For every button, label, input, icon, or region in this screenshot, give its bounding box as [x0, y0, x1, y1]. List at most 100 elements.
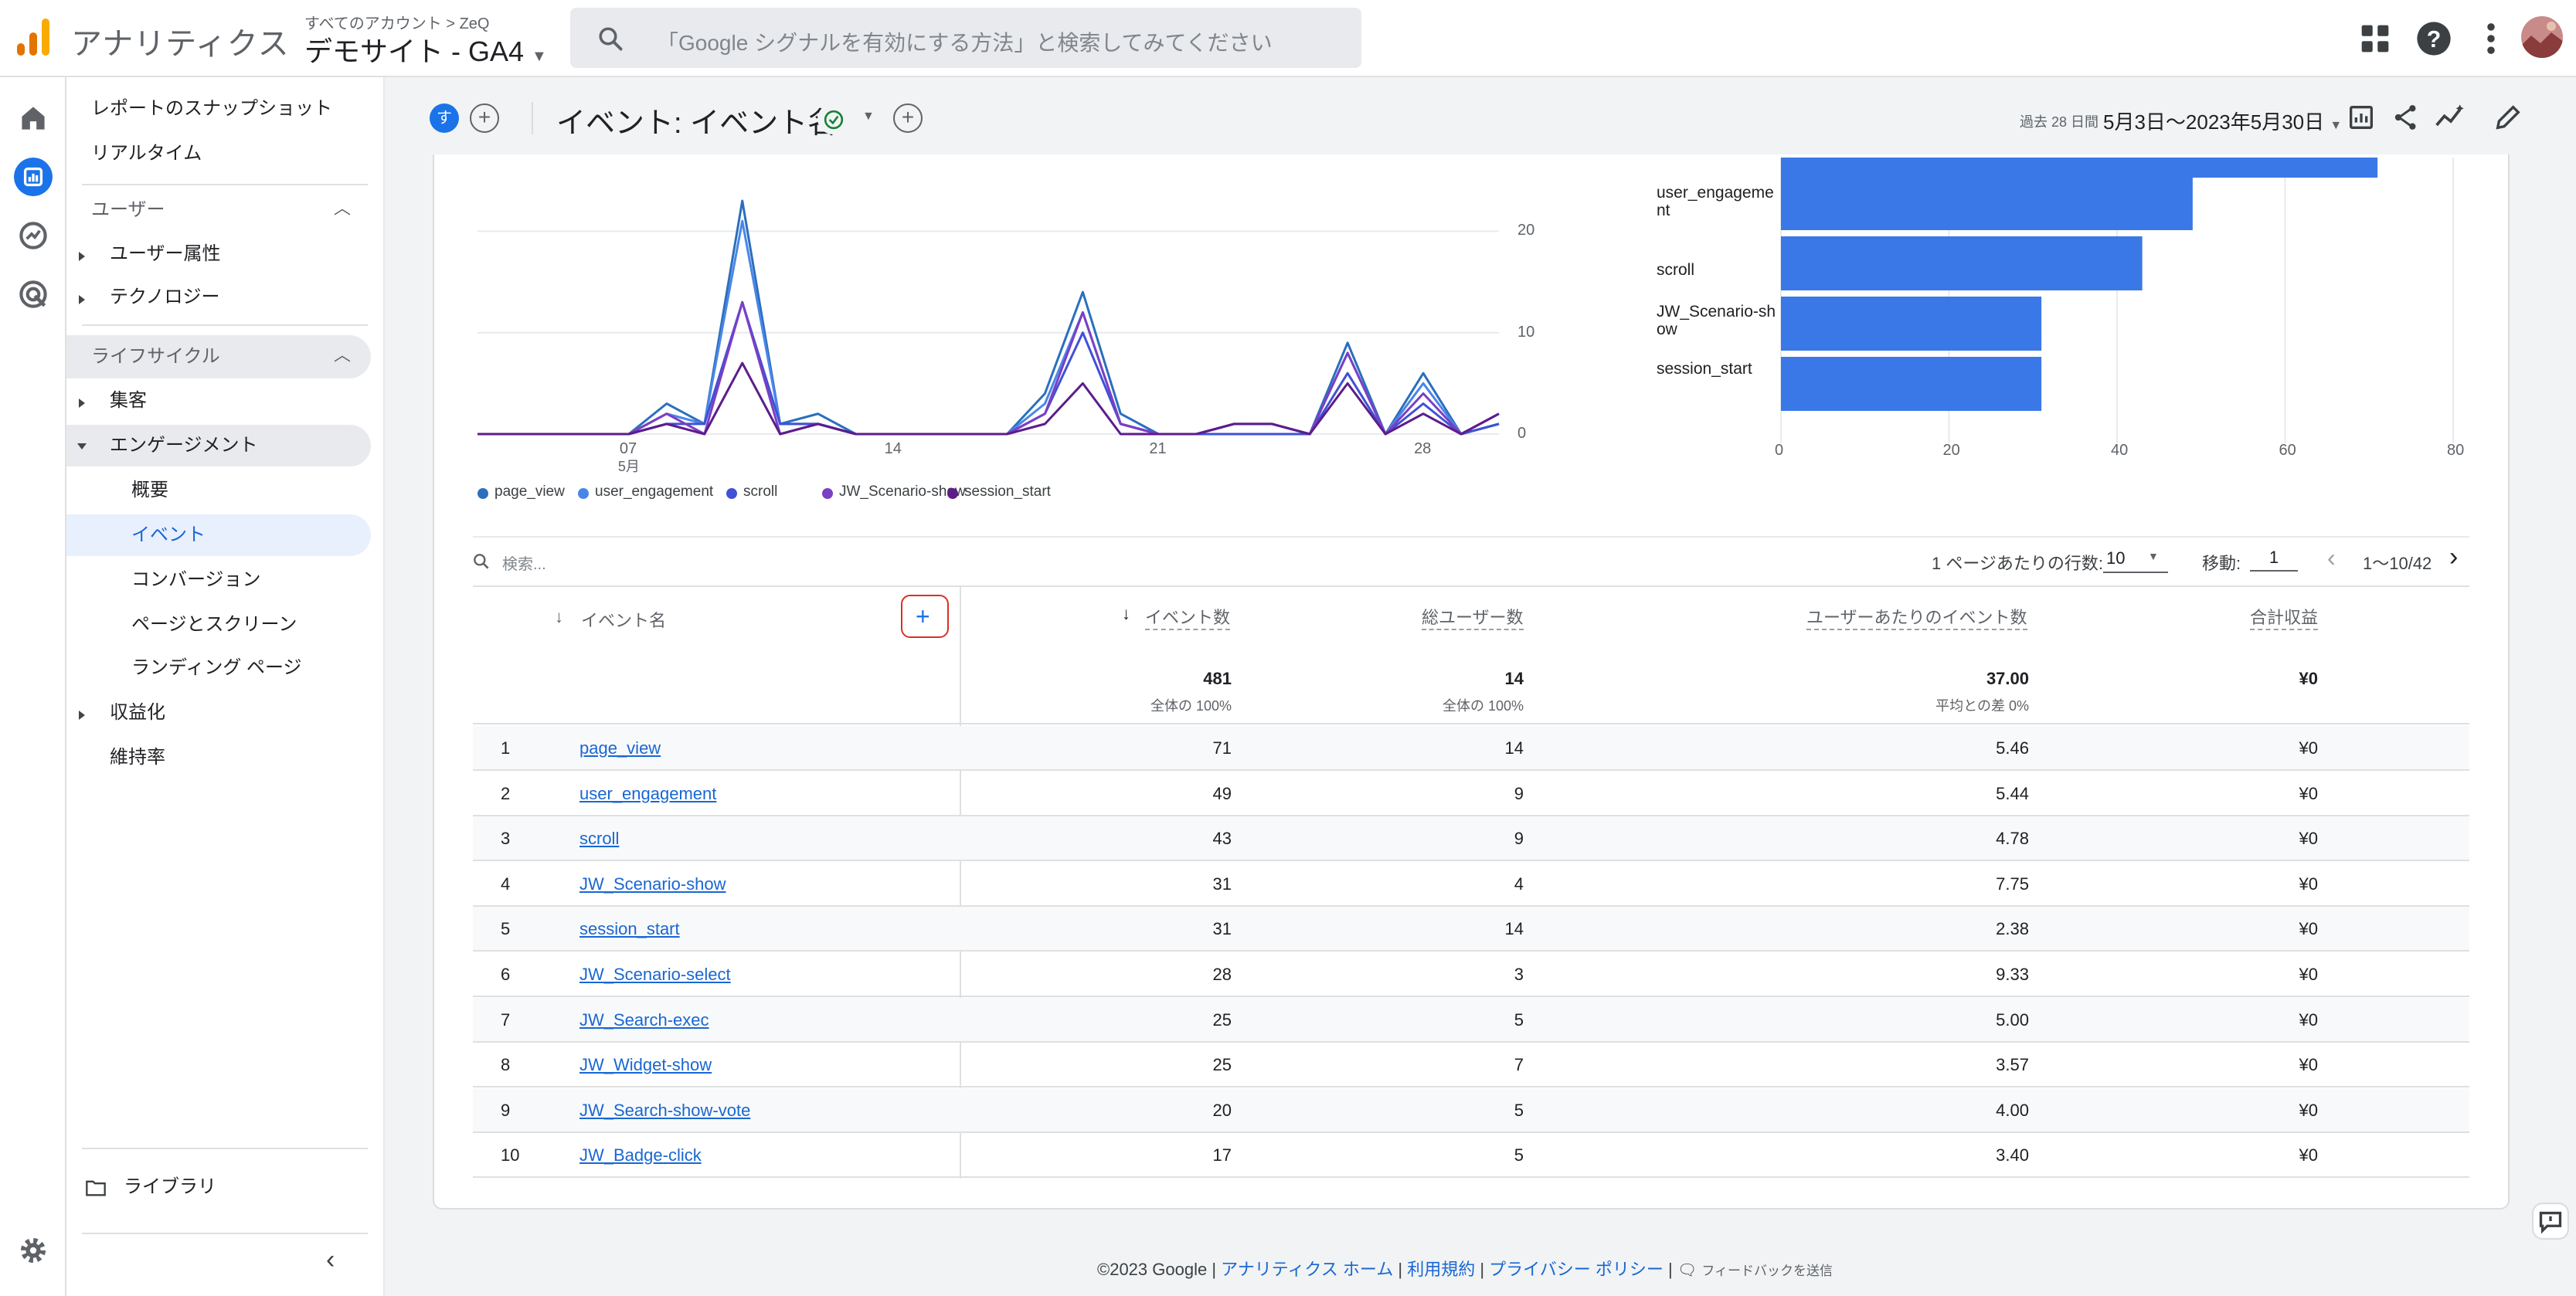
event-name-link[interactable]: JW_Scenario-select [579, 965, 731, 984]
event-name-link[interactable]: scroll [579, 829, 620, 849]
nav-section-user[interactable]: ユーザー ︿ [66, 188, 371, 232]
legend-item[interactable]: JW_Scenario-show [839, 483, 966, 500]
nav-monetization[interactable]: 収益化 [66, 692, 371, 734]
nav-user-attributes[interactable]: ユーザー属性 [66, 233, 371, 275]
add-comparison-button[interactable]: + [470, 103, 499, 133]
analytics-logo-icon[interactable] [15, 17, 51, 57]
date-range-picker[interactable]: 5月3日〜2023年5月30日 ▼ [2103, 107, 2342, 135]
nav-overview[interactable]: 概要 [66, 470, 371, 511]
more-vert-icon[interactable] [2471, 19, 2511, 59]
line-chart[interactable] [464, 158, 1623, 482]
account-breadcrumb[interactable]: すべてのアカウント > ZeQ [304, 15, 490, 32]
nav-realtime[interactable]: リアルタイム [66, 133, 371, 175]
nav-events[interactable]: イベント [66, 514, 371, 556]
home-icon[interactable] [14, 99, 53, 137]
nav-section-lifecycle[interactable]: ライフサイクル ︿ [66, 335, 371, 378]
bar-session_start[interactable] [1781, 357, 2042, 411]
col-header-events-per-user[interactable]: ユーザーあたりのイベント数 [1806, 604, 2027, 630]
legend-item[interactable]: user_engagement [595, 483, 714, 500]
advertising-icon[interactable] [14, 275, 53, 314]
table-row[interactable]: 3 scroll 43 9 4.78 ¥0 [473, 816, 2469, 862]
event-name-link[interactable]: JW_Scenario-show [579, 874, 726, 894]
explore-icon[interactable] [14, 216, 53, 255]
bar-category-label: scroll [1657, 261, 1694, 279]
report-status-menu[interactable]: ▼ [817, 103, 885, 134]
col-header-event-name[interactable]: イベント名 [581, 611, 667, 630]
insights-icon[interactable] [2434, 102, 2468, 133]
apps-grid-icon[interactable] [2355, 19, 2395, 59]
event-name-link[interactable]: JW_Search-show-vote [579, 1100, 751, 1120]
line-series-session_start[interactable] [477, 361, 1500, 436]
nav-retention[interactable]: 維持率 [66, 737, 371, 779]
app-name[interactable]: アナリティクス [71, 27, 290, 61]
nav-conversions[interactable]: コンバージョン [66, 559, 371, 601]
table-row[interactable]: 6 JW_Scenario-select 28 3 9.33 ¥0 [473, 952, 2469, 997]
row-index: 1 [501, 738, 511, 758]
comparison-avatar[interactable]: す [430, 103, 459, 133]
table-row[interactable]: 9 JW_Search-show-vote 20 5 4.00 ¥0 [473, 1087, 2469, 1133]
divider [82, 324, 368, 326]
add-dimension-button[interactable]: + [901, 595, 949, 638]
search-bar[interactable]: 「Google シグナルを有効にする方法」と検索してみてください [570, 8, 1361, 68]
settings-gear-icon[interactable] [14, 1231, 53, 1270]
reports-icon[interactable] [14, 158, 53, 196]
event-name-link[interactable]: user_engagement [579, 783, 717, 803]
table-row[interactable]: 4 JW_Scenario-show 31 4 7.75 ¥0 [473, 862, 2469, 907]
legend-item[interactable]: page_view [494, 483, 565, 500]
event-name-link[interactable]: JW_Search-exec [579, 1009, 709, 1030]
table-search-input[interactable]: 検索... [502, 556, 546, 573]
bar-JW_Scenario-show[interactable] [1781, 297, 2042, 351]
nav-library[interactable]: ライブラリ [66, 1166, 371, 1208]
add-filter-button[interactable]: + [893, 103, 923, 133]
nav-engagement[interactable]: エンゲージメント [66, 425, 371, 466]
feedback-chat-icon[interactable] [2531, 1202, 2570, 1240]
collapse-nav-chevron-icon[interactable]: ‹ [326, 1245, 335, 1274]
col-header-total-users[interactable]: 総ユーザー数 [1422, 604, 1524, 630]
goto-page-input[interactable]: 1 [2250, 544, 2298, 572]
event-name-link[interactable]: JW_Badge-click [579, 1145, 702, 1165]
footer-terms-link[interactable]: 利用規約 [1407, 1260, 1476, 1279]
svg-text:?: ? [2427, 27, 2442, 53]
col-header-total-revenue[interactable]: 合計収益 [2250, 604, 2319, 630]
table-row[interactable]: 2 user_engagement 49 9 5.44 ¥0 [473, 772, 2469, 816]
table-row[interactable]: 7 JW_Search-exec 25 5 5.00 ¥0 [473, 997, 2469, 1043]
event-count: 17 [1212, 1145, 1232, 1165]
edit-pencil-icon[interactable] [2493, 102, 2523, 133]
event-name-link[interactable]: page_view [579, 738, 661, 758]
line-series-JW_Scenario-show[interactable] [477, 300, 1500, 436]
search-input[interactable]: 「Google シグナルを有効にする方法」と検索してみてください [657, 31, 1273, 55]
bar-chart[interactable] [1777, 158, 2457, 451]
prev-page-chevron-icon[interactable]: ‹ [2327, 544, 2336, 572]
bar-label-line: session_start [1657, 360, 1752, 378]
nav-pages-screens[interactable]: ページとスクリーン [66, 604, 371, 646]
bar-scroll[interactable] [1781, 236, 2143, 290]
legend-item[interactable]: scroll [743, 483, 778, 500]
footer-analytics-home-link[interactable]: アナリティクス ホーム [1221, 1260, 1394, 1279]
line-series-page_view[interactable] [477, 199, 1500, 436]
help-icon[interactable]: ? [2414, 19, 2454, 59]
nav-snapshot[interactable]: レポートのスナップショット [66, 88, 371, 130]
footer-feedback-link[interactable]: フィードバックを送信 [1701, 1264, 1833, 1278]
line-series-scroll[interactable] [477, 300, 1500, 436]
property-selector[interactable]: デモサイト - GA4 ▼ [304, 29, 547, 70]
nav-technology[interactable]: テクノロジー [66, 277, 371, 318]
table-row[interactable]: 1 page_view 71 14 5.46 ¥0 [473, 726, 2469, 771]
event-name-link[interactable]: JW_Widget-show [579, 1055, 712, 1075]
customize-report-icon[interactable] [2346, 102, 2377, 133]
legend-item[interactable]: session_start [964, 483, 1051, 500]
rows-per-page-select[interactable]: 10 ▼ [2103, 547, 2168, 573]
bar-user_engagement[interactable] [1781, 176, 2193, 230]
col-header-event-count[interactable]: イベント数 [1145, 604, 1231, 630]
line-series-user_engagement[interactable] [477, 219, 1500, 436]
bar-page_view[interactable] [1781, 158, 2378, 178]
account-avatar[interactable] [2520, 15, 2564, 59]
share-icon[interactable] [2391, 102, 2421, 133]
table-row[interactable]: 8 JW_Widget-show 25 7 3.57 ¥0 [473, 1043, 2469, 1088]
footer-privacy-link[interactable]: プライバシー ポリシー [1489, 1260, 1664, 1279]
event-name-link[interactable]: session_start [579, 919, 680, 939]
next-page-chevron-icon[interactable]: › [2449, 542, 2459, 572]
table-row[interactable]: 10 JW_Badge-click 17 5 3.40 ¥0 [473, 1133, 2469, 1179]
table-row[interactable]: 5 session_start 31 14 2.38 ¥0 [473, 907, 2469, 952]
nav-acquisition[interactable]: 集客 [66, 380, 371, 422]
nav-landing-page[interactable]: ランディング ページ [66, 647, 371, 689]
